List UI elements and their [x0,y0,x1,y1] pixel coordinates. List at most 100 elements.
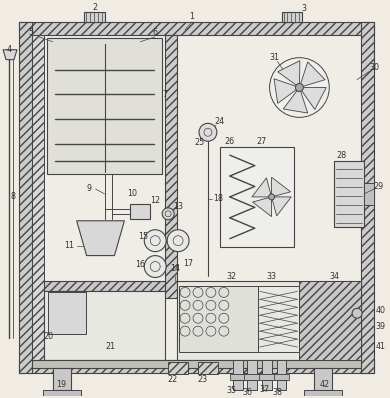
Text: 40: 40 [376,306,386,315]
Text: 27: 27 [257,137,267,146]
Circle shape [352,308,362,318]
Bar [19,22,32,373]
Text: 20: 20 [44,332,54,341]
Bar [230,374,246,380]
Circle shape [296,84,303,92]
Bar [168,362,188,374]
Text: 5: 5 [28,28,34,37]
Circle shape [199,123,217,141]
Circle shape [144,256,166,277]
Bar [44,281,165,291]
Polygon shape [253,198,271,217]
Text: 16: 16 [135,260,145,269]
Text: 1: 1 [190,12,195,21]
Text: 7: 7 [163,90,168,99]
Bar [44,291,165,360]
Text: 12: 12 [150,196,160,205]
Bar [130,204,150,219]
Bar [19,360,374,373]
Polygon shape [278,60,300,85]
Text: 23: 23 [197,375,207,384]
Text: 37: 37 [260,385,269,394]
Bar [282,12,302,22]
Bar [262,380,271,390]
Text: 10: 10 [128,189,137,199]
Text: 24: 24 [215,117,225,126]
Text: 17: 17 [183,259,193,268]
Bar [334,161,364,227]
Bar [177,281,361,360]
Circle shape [144,230,166,252]
Bar [262,360,271,374]
Polygon shape [283,91,308,113]
Bar [247,360,257,374]
Bar [32,35,44,360]
Circle shape [269,58,329,117]
Bar [43,390,81,398]
Bar [361,22,374,373]
Text: 19: 19 [56,380,66,389]
Text: 25: 25 [195,138,205,147]
Bar [220,147,294,247]
Bar [47,38,162,174]
Text: 31: 31 [269,53,280,62]
Bar [32,35,361,360]
Bar [165,35,177,298]
Text: 35: 35 [227,386,237,395]
Text: 9: 9 [86,184,91,193]
Bar [247,380,257,390]
Text: 42: 42 [319,380,329,389]
Bar [48,293,86,334]
Polygon shape [3,50,17,60]
Text: 8: 8 [11,192,16,201]
Text: 34: 34 [329,272,339,281]
Bar [233,380,243,390]
Text: 38: 38 [273,388,282,397]
Text: 28: 28 [336,150,346,160]
Circle shape [167,230,189,252]
Polygon shape [302,88,326,109]
Polygon shape [272,197,291,216]
Bar [258,287,300,352]
Text: 30: 30 [369,63,379,72]
Bar [300,281,361,360]
Circle shape [269,194,275,200]
Text: 14: 14 [170,264,180,273]
Text: 2: 2 [92,4,97,12]
Polygon shape [252,178,271,197]
Bar [314,368,332,390]
Text: 32: 32 [227,272,237,281]
Text: 3: 3 [302,4,307,14]
Text: 22: 22 [167,375,177,384]
Bar [364,183,374,205]
Text: 26: 26 [225,137,235,146]
Text: 33: 33 [267,272,277,281]
Bar [32,360,361,368]
Text: 29: 29 [374,182,384,191]
Text: 36: 36 [243,388,253,397]
Bar [244,374,260,380]
Text: 15: 15 [138,232,148,241]
Bar [273,374,289,380]
Bar [233,360,243,374]
Text: 41: 41 [376,341,386,351]
Text: 4: 4 [7,45,12,54]
Text: 11: 11 [64,241,74,250]
Text: 13: 13 [173,202,183,211]
Polygon shape [274,79,296,103]
Bar [277,360,287,374]
Text: 18: 18 [213,194,223,203]
Bar [304,390,342,398]
Circle shape [162,208,174,220]
Bar [179,287,258,352]
Bar [277,380,287,390]
Text: 39: 39 [376,322,386,331]
Text: 21: 21 [105,341,115,351]
Bar [259,374,275,380]
Text: 6: 6 [153,28,158,37]
Bar [83,12,105,22]
Polygon shape [77,221,124,256]
Polygon shape [301,62,325,86]
Polygon shape [271,177,291,196]
Bar [198,362,218,374]
